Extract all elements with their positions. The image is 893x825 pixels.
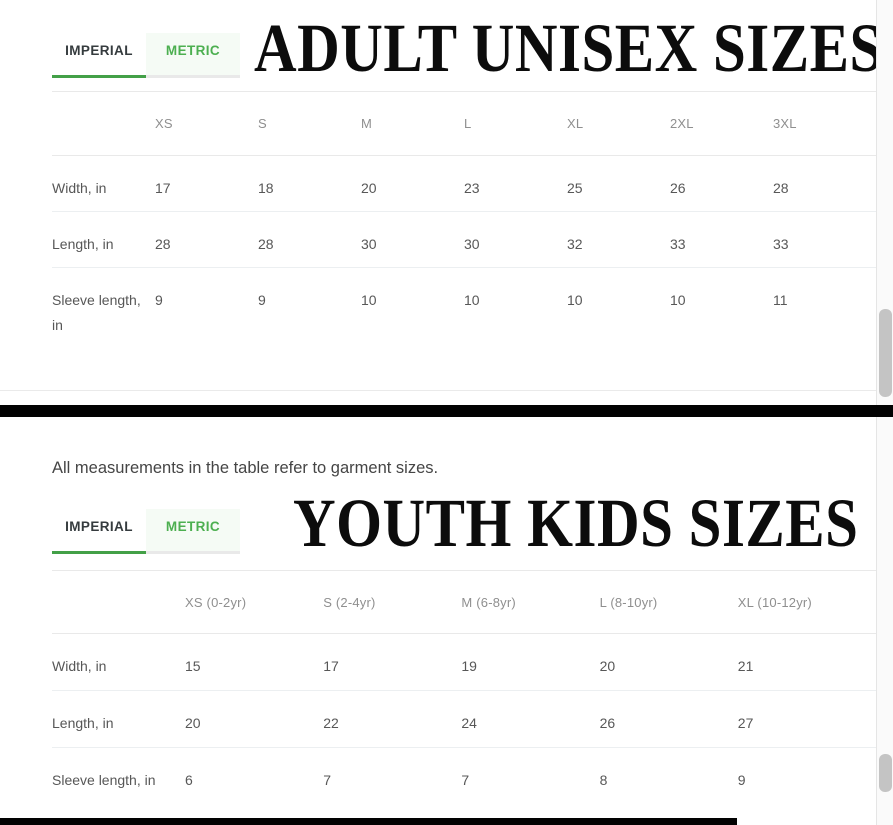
table-row-sleeve: Sleeve length, in 6 7 7 8 9 [52,748,876,825]
measurements-note: All measurements in the table refer to g… [52,459,439,477]
size-cell: 28 [773,180,789,196]
size-cell: 24 [461,715,477,731]
table-row-sleeve: Sleeve length, in 9 9 10 10 10 10 11 [52,268,876,348]
column-header: S (2-4yr) [323,594,376,610]
size-cell: 21 [737,658,754,674]
size-cell: 10 [670,292,686,308]
youth-unit-tabs: IMPERIAL METRIC [52,509,240,554]
size-cell: 33 [773,236,789,252]
adult-sizes-panel: ADULT UNISEX SIZES IMPERIAL METRIC XS S … [0,0,882,405]
row-label: Sleeve length, in [52,772,156,788]
size-cell: 10 [464,292,480,308]
column-header: S [258,116,267,131]
size-cell: 10 [361,292,377,308]
row-label: Length, in [52,715,114,731]
tab-imperial-youth[interactable]: IMPERIAL [52,509,146,554]
size-cell: 6 [185,772,193,788]
adult-unit-tabs: IMPERIAL METRIC [52,33,240,78]
size-cell: 7 [323,772,331,788]
size-cell: 32 [567,236,583,252]
adult-size-table: XS S M L XL 2XL 3XL Width, in 17 18 20 2… [52,91,876,348]
column-header: M (6-8yr) [461,594,516,610]
section-divider-bar [0,405,893,417]
column-header: XS (0-2yr) [185,594,247,610]
tab-imperial-adult[interactable]: IMPERIAL [52,33,146,78]
size-cell: 18 [258,180,274,196]
youth-sizes-panel: All measurements in the table refer to g… [0,417,876,818]
size-cell: 25 [567,180,583,196]
panel-bottom-divider [0,390,876,391]
size-cell: 8 [599,772,608,788]
scrollbar-thumb[interactable] [879,754,892,792]
corner-cell [52,92,155,155]
row-label: Length, in [52,236,114,252]
column-header: L [464,116,472,131]
bottom-edge-bar [0,818,737,825]
size-cell: 26 [670,180,686,196]
scrollbar-thumb[interactable] [879,309,892,397]
row-label: Width, in [52,180,107,196]
tab-metric-youth[interactable]: METRIC [146,509,240,554]
table-row-width: Width, in 15 17 19 20 21 [52,634,876,691]
adult-panel-scrollbar[interactable] [876,0,893,405]
size-cell: 19 [461,658,477,674]
size-cell: 23 [464,180,480,196]
size-cell: 15 [185,658,201,674]
adult-section-title: ADULT UNISEX SIZES [254,9,883,86]
tab-metric-adult[interactable]: METRIC [146,33,240,78]
column-header: L (8-10yr) [599,594,658,610]
table-row-length: Length, in 28 28 30 30 32 33 33 [52,212,876,268]
column-header: XL (10-12yr) [737,594,812,610]
size-cell: 26 [599,715,616,731]
size-cell: 30 [464,236,480,252]
corner-cell [52,571,185,633]
column-header: XS [155,116,173,131]
column-header: 2XL [670,116,694,131]
youth-size-table: XS (0-2yr) S (2-4yr) M (6-8yr) L (8-10yr… [52,570,876,825]
size-cell: 9 [155,292,163,308]
size-cell: 20 [599,658,616,674]
adult-table-header-row: XS S M L XL 2XL 3XL [52,92,876,156]
size-cell: 27 [737,715,754,731]
size-cell: 20 [185,715,201,731]
size-cell: 30 [361,236,377,252]
size-cell: 28 [155,236,171,252]
table-row-length: Length, in 20 22 24 26 27 [52,691,876,748]
column-header: M [361,116,373,131]
size-cell: 10 [567,292,583,308]
row-label: Width, in [52,658,107,674]
size-cell: 17 [155,180,171,196]
column-header: XL [567,116,584,131]
table-row-width: Width, in 17 18 20 23 25 26 28 [52,156,876,212]
size-cell: 17 [323,658,339,674]
size-cell: 9 [737,772,746,788]
youth-table-header-row: XS (0-2yr) S (2-4yr) M (6-8yr) L (8-10yr… [52,571,876,634]
row-label: Sleeve length, in [52,292,141,333]
size-cell: 33 [670,236,686,252]
size-cell: 11 [773,292,788,308]
size-cell: 7 [461,772,470,788]
size-cell: 28 [258,236,274,252]
column-header: 3XL [773,116,797,131]
size-cell: 20 [361,180,377,196]
youth-section-title: YOUTH KIDS SIZES [293,484,859,561]
youth-panel-scrollbar[interactable] [876,417,893,825]
size-cell: 9 [258,292,266,308]
size-cell: 22 [323,715,339,731]
